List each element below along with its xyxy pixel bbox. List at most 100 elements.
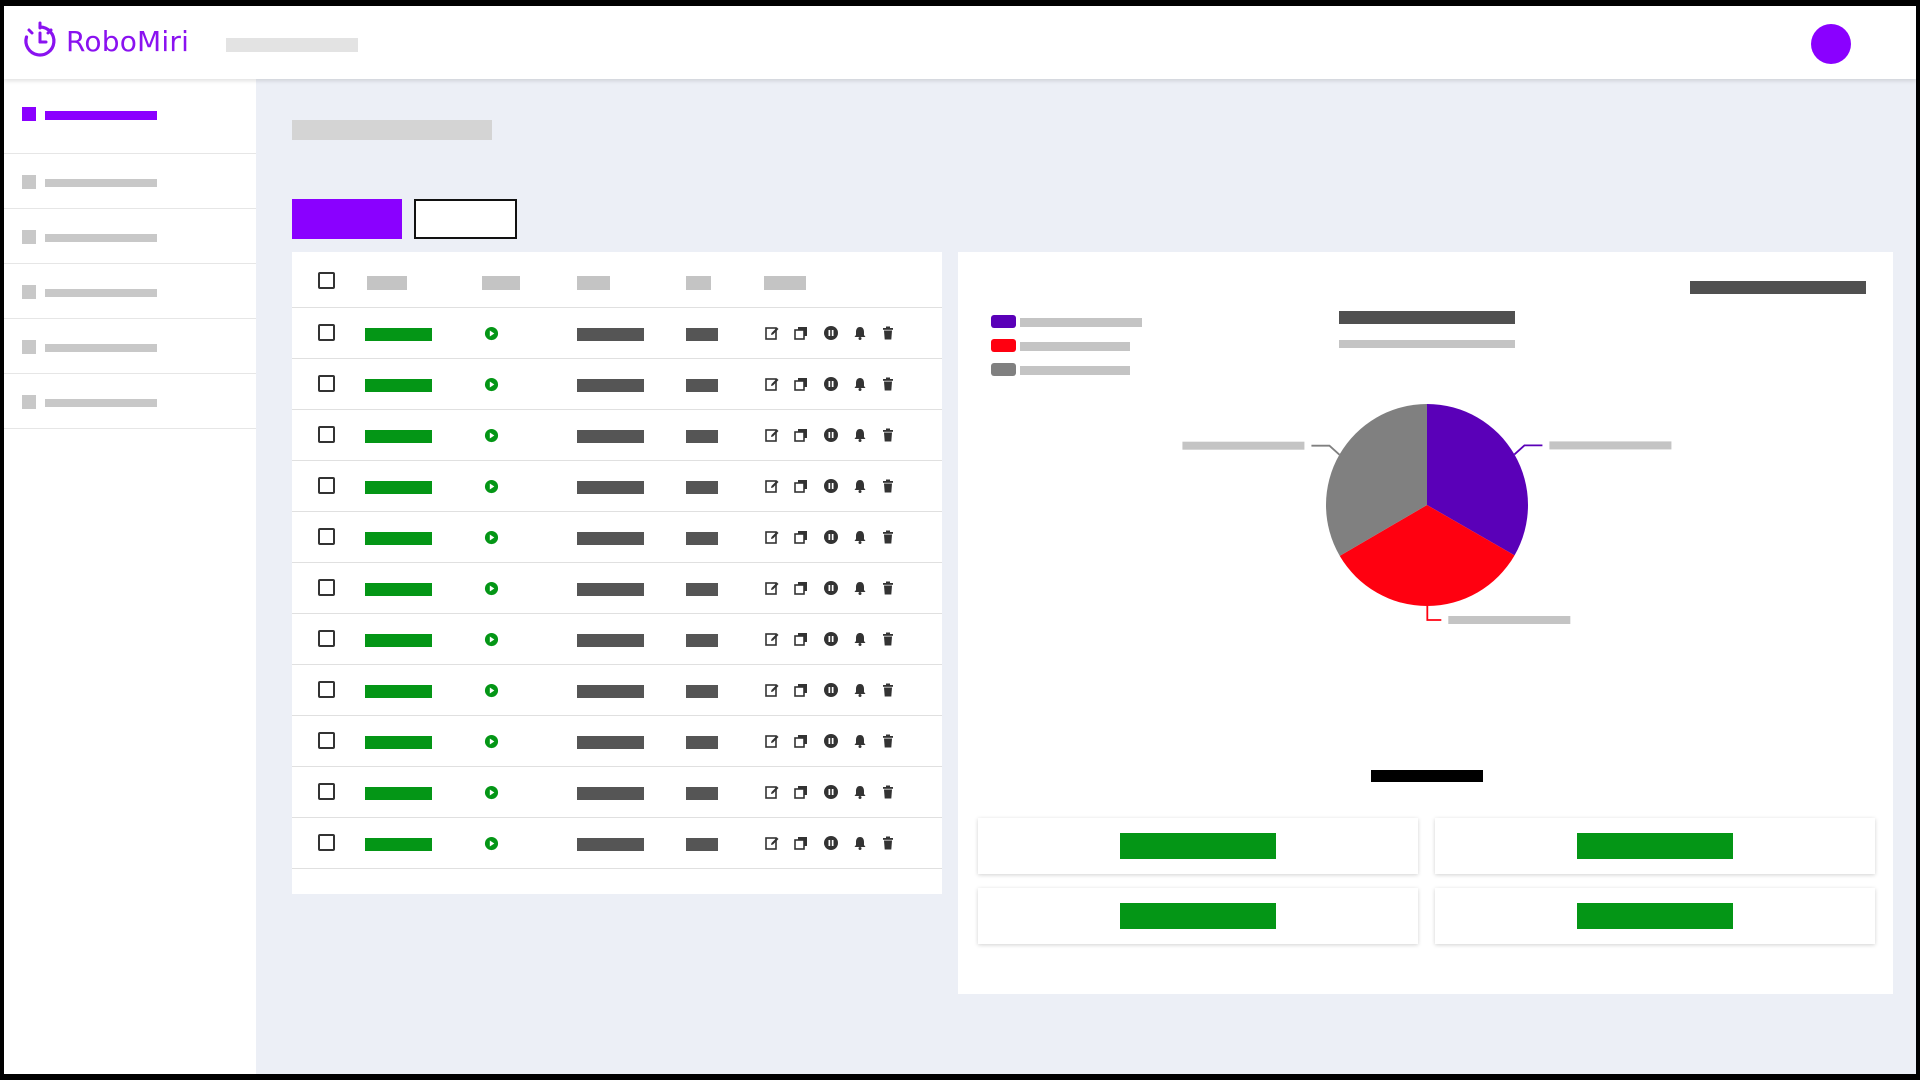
- edit-icon[interactable]: [764, 427, 780, 443]
- trash-icon[interactable]: [880, 529, 896, 545]
- row-checkbox[interactable]: [318, 783, 335, 800]
- trash-icon[interactable]: [880, 580, 896, 596]
- pause-circle-icon[interactable]: [823, 325, 839, 341]
- row-name-link[interactable]: [365, 583, 432, 596]
- bell-icon[interactable]: [852, 325, 868, 341]
- table-row[interactable]: [292, 767, 942, 818]
- edit-icon[interactable]: [764, 325, 780, 341]
- user-avatar[interactable]: [1811, 24, 1851, 64]
- primary-action-button[interactable]: [292, 199, 402, 239]
- trash-icon[interactable]: [880, 427, 896, 443]
- bell-icon[interactable]: [852, 529, 868, 545]
- sidebar-item-6[interactable]: [4, 374, 256, 429]
- row-checkbox[interactable]: [318, 375, 335, 392]
- trash-icon[interactable]: [880, 478, 896, 494]
- copy-icon[interactable]: [793, 631, 809, 647]
- play-circle-icon[interactable]: [484, 632, 499, 647]
- table-row[interactable]: [292, 716, 942, 767]
- row-name-link[interactable]: [365, 481, 432, 494]
- edit-icon[interactable]: [764, 733, 780, 749]
- row-checkbox[interactable]: [318, 528, 335, 545]
- table-row[interactable]: [292, 461, 942, 512]
- table-row[interactable]: [292, 614, 942, 665]
- row-name-link[interactable]: [365, 685, 432, 698]
- bell-icon[interactable]: [852, 427, 868, 443]
- row-checkbox[interactable]: [318, 324, 335, 341]
- copy-icon[interactable]: [793, 580, 809, 596]
- play-circle-icon[interactable]: [484, 377, 499, 392]
- edit-icon[interactable]: [764, 580, 780, 596]
- trash-icon[interactable]: [880, 835, 896, 851]
- row-checkbox[interactable]: [318, 630, 335, 647]
- copy-icon[interactable]: [793, 784, 809, 800]
- edit-icon[interactable]: [764, 784, 780, 800]
- copy-icon[interactable]: [793, 529, 809, 545]
- row-checkbox[interactable]: [318, 834, 335, 851]
- edit-icon[interactable]: [764, 835, 780, 851]
- pause-circle-icon[interactable]: [823, 631, 839, 647]
- pause-circle-icon[interactable]: [823, 376, 839, 392]
- column-header-actions[interactable]: [764, 276, 806, 290]
- bell-icon[interactable]: [852, 580, 868, 596]
- row-checkbox[interactable]: [318, 579, 335, 596]
- pause-circle-icon[interactable]: [823, 427, 839, 443]
- column-header-status[interactable]: [482, 276, 520, 290]
- play-circle-icon[interactable]: [484, 326, 499, 341]
- bell-icon[interactable]: [852, 478, 868, 494]
- play-circle-icon[interactable]: [484, 683, 499, 698]
- copy-icon[interactable]: [793, 427, 809, 443]
- stat-card-2[interactable]: [1435, 818, 1875, 874]
- row-checkbox[interactable]: [318, 477, 335, 494]
- pie-slice-2[interactable]: [1339, 505, 1515, 606]
- copy-icon[interactable]: [793, 325, 809, 341]
- sidebar-item-5[interactable]: [4, 319, 256, 374]
- play-circle-icon[interactable]: [484, 530, 499, 545]
- pause-circle-icon[interactable]: [823, 580, 839, 596]
- copy-icon[interactable]: [793, 733, 809, 749]
- play-circle-icon[interactable]: [484, 734, 499, 749]
- bell-icon[interactable]: [852, 733, 868, 749]
- table-row[interactable]: [292, 563, 942, 614]
- sidebar-item-1[interactable]: [4, 79, 256, 154]
- column-header-4[interactable]: [686, 276, 711, 290]
- row-name-link[interactable]: [365, 532, 432, 545]
- row-name-link[interactable]: [365, 634, 432, 647]
- table-row[interactable]: [292, 359, 942, 410]
- row-checkbox[interactable]: [318, 732, 335, 749]
- row-name-link[interactable]: [365, 787, 432, 800]
- edit-icon[interactable]: [764, 682, 780, 698]
- bell-icon[interactable]: [852, 835, 868, 851]
- play-circle-icon[interactable]: [484, 836, 499, 851]
- trash-icon[interactable]: [880, 631, 896, 647]
- play-circle-icon[interactable]: [484, 785, 499, 800]
- pause-circle-icon[interactable]: [823, 784, 839, 800]
- pause-circle-icon[interactable]: [823, 733, 839, 749]
- stat-card-4[interactable]: [1435, 888, 1875, 944]
- table-row[interactable]: [292, 665, 942, 716]
- copy-icon[interactable]: [793, 835, 809, 851]
- pause-circle-icon[interactable]: [823, 835, 839, 851]
- select-all-checkbox[interactable]: [318, 272, 335, 289]
- pause-circle-icon[interactable]: [823, 682, 839, 698]
- trash-icon[interactable]: [880, 376, 896, 392]
- pause-circle-icon[interactable]: [823, 478, 839, 494]
- pie-slice-1[interactable]: [1427, 404, 1528, 556]
- table-row[interactable]: [292, 512, 942, 563]
- stat-card-1[interactable]: [978, 818, 1418, 874]
- sidebar-item-2[interactable]: [4, 154, 256, 209]
- edit-icon[interactable]: [764, 478, 780, 494]
- copy-icon[interactable]: [793, 478, 809, 494]
- row-name-link[interactable]: [365, 430, 432, 443]
- pause-circle-icon[interactable]: [823, 529, 839, 545]
- column-header-name[interactable]: [367, 276, 407, 290]
- table-row[interactable]: [292, 818, 942, 869]
- row-checkbox[interactable]: [318, 426, 335, 443]
- column-header-3[interactable]: [577, 276, 610, 290]
- play-circle-icon[interactable]: [484, 428, 499, 443]
- bell-icon[interactable]: [852, 682, 868, 698]
- row-checkbox[interactable]: [318, 681, 335, 698]
- table-row[interactable]: [292, 410, 942, 461]
- trash-icon[interactable]: [880, 784, 896, 800]
- play-circle-icon[interactable]: [484, 479, 499, 494]
- bell-icon[interactable]: [852, 631, 868, 647]
